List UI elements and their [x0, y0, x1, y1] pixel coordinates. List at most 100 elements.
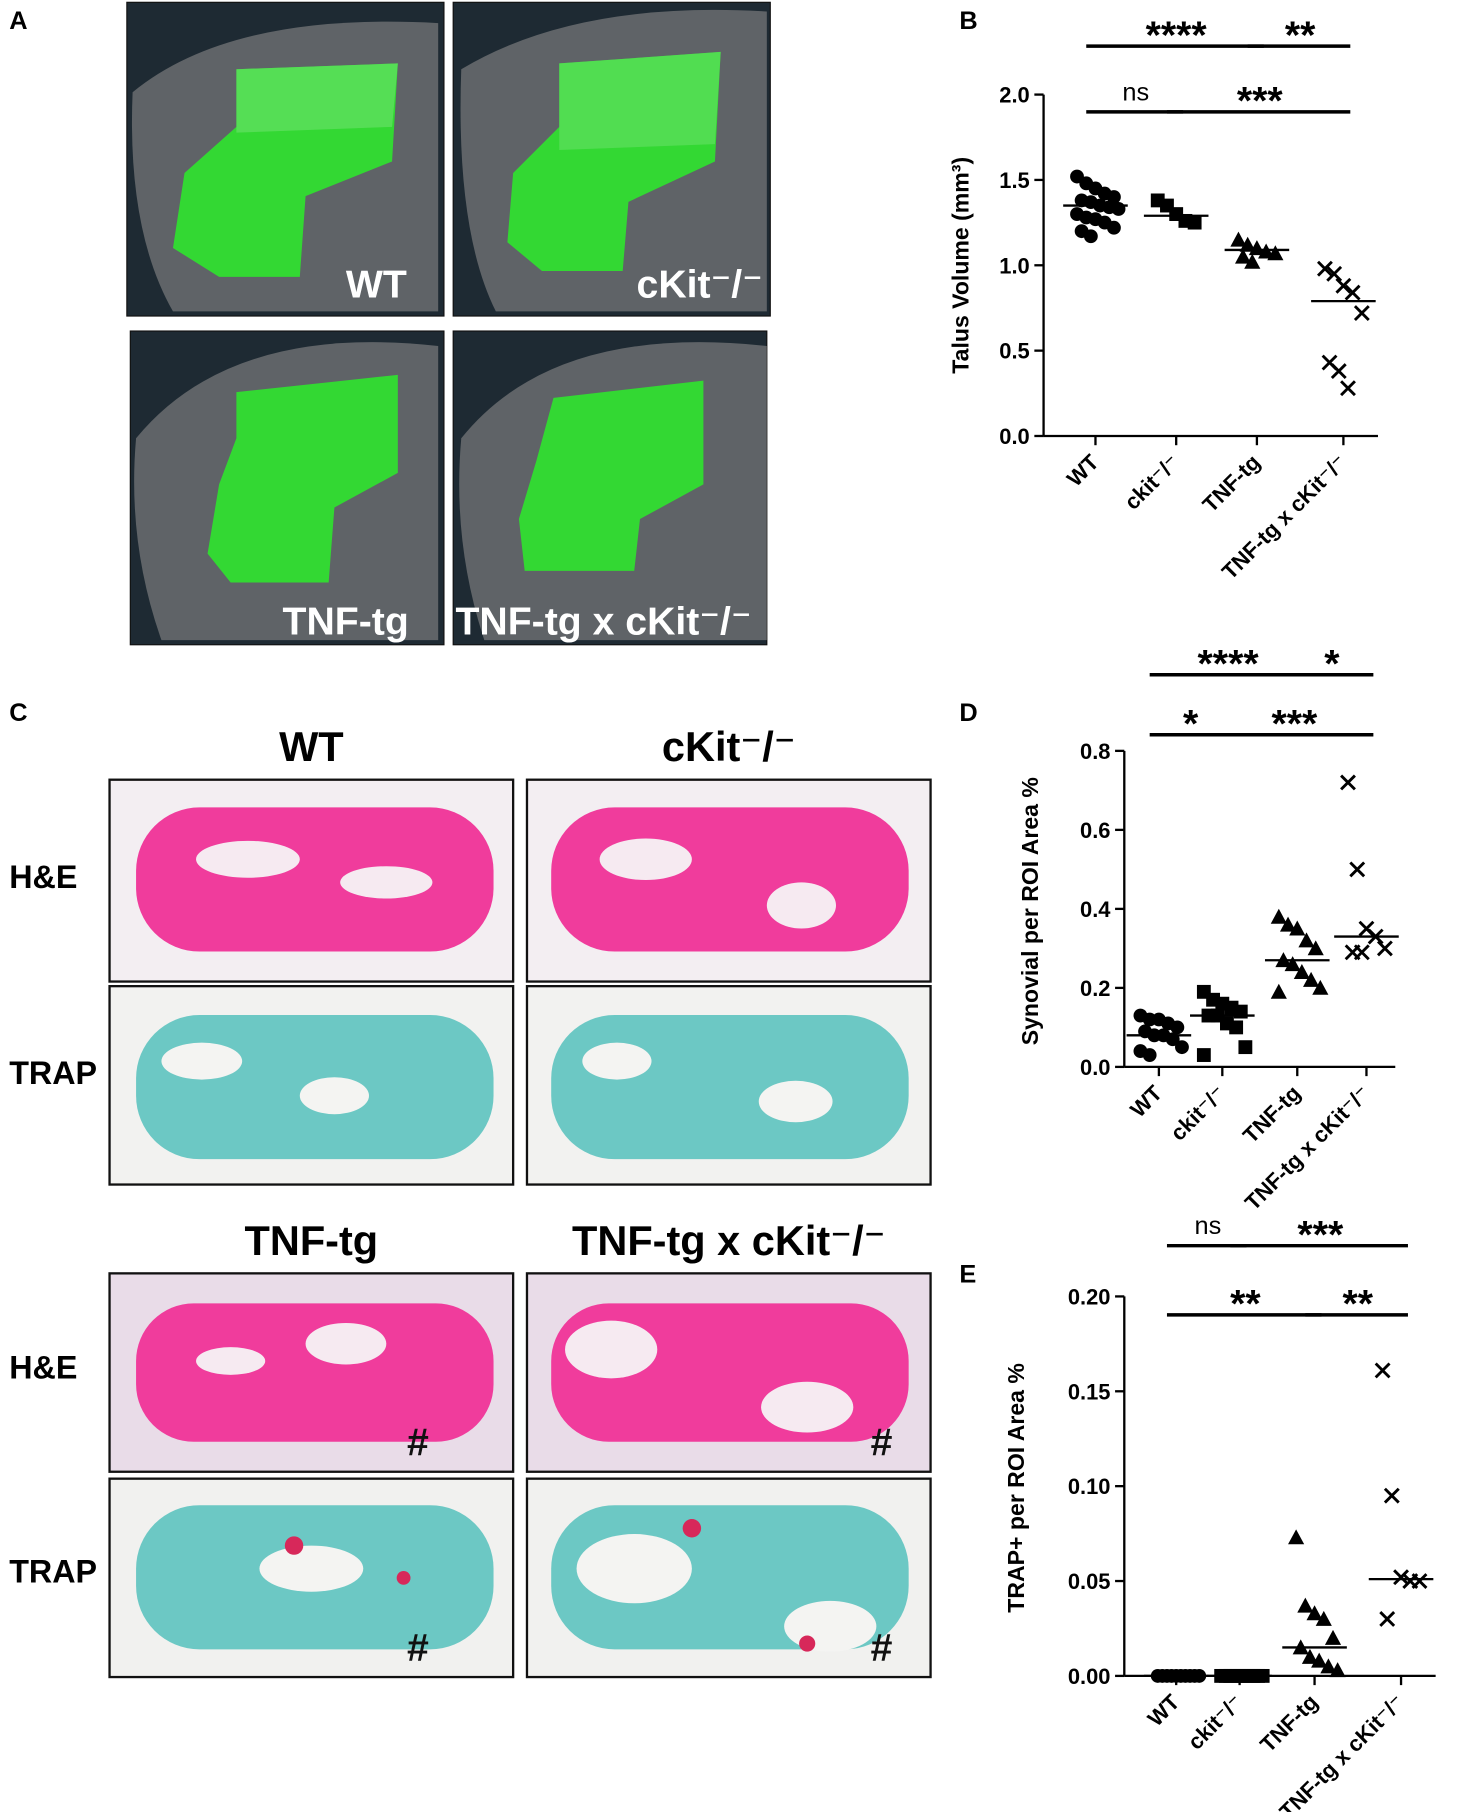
data-point: [1353, 305, 1370, 322]
y-tick-label: 0.5: [999, 339, 1029, 364]
data-point: [1170, 1020, 1185, 1035]
y-tick-label: 0.0: [999, 424, 1029, 449]
significance-label: **: [1343, 1283, 1374, 1326]
y-tick-label: 0.6: [1080, 818, 1110, 843]
y-tick-label: 0.0: [1080, 1055, 1110, 1080]
data-point: [1142, 1048, 1157, 1062]
data-point: [1353, 944, 1370, 961]
data-point: [1239, 236, 1256, 252]
annotation-mark: #: [407, 1627, 429, 1670]
data-point: [1238, 1040, 1253, 1055]
data-point: [1329, 1662, 1346, 1678]
data-point: [1187, 215, 1202, 230]
significance-label: ****: [1198, 643, 1260, 686]
y-tick-label: 0.10: [1068, 1474, 1111, 1499]
data-point: [1107, 220, 1121, 235]
x-tick-label: WT: [1125, 1080, 1167, 1122]
x-tick-label: TNF-tg: [1255, 1689, 1323, 1757]
column-header: cKit⁻/⁻: [662, 723, 796, 770]
data-point: [1248, 240, 1265, 256]
image-label: TNF-tg x cKit⁻/⁻: [455, 600, 751, 643]
data-point: [1111, 202, 1126, 216]
annotation-mark: #: [871, 1422, 893, 1465]
y-axis-label: Talus Volume (mm³): [948, 157, 974, 374]
significance-label: *: [1324, 643, 1340, 686]
histology-image: #: [108, 1272, 515, 1473]
significance-label: ***: [1297, 1214, 1344, 1257]
histology-image: #: [525, 1272, 932, 1473]
x-tick-label: ckit⁻/⁻: [1183, 1689, 1248, 1754]
y-tick-label: 0.20: [1068, 1284, 1111, 1309]
histology-image: #: [108, 1477, 515, 1679]
x-tick-label: WT: [1143, 1689, 1185, 1731]
histology-image: [108, 778, 515, 983]
y-tick-label: 0.05: [1068, 1569, 1111, 1594]
data-point: [1267, 245, 1284, 261]
y-tick-label: 1.5: [999, 168, 1029, 193]
x-tick-label: TNF-tg: [1238, 1080, 1306, 1148]
significance-label: **: [1285, 14, 1316, 57]
data-point: [1374, 1362, 1391, 1379]
data-point: [1230, 231, 1247, 247]
data-point: [1289, 920, 1306, 936]
render-image: TNF-tg: [129, 330, 445, 646]
data-point: [1175, 1040, 1189, 1055]
data-point: [1306, 1605, 1323, 1621]
panel-label: C: [9, 699, 27, 727]
row-label: H&E: [9, 859, 77, 895]
significance-label: ns: [1122, 78, 1149, 106]
data-point: [1298, 932, 1315, 948]
render-image: TNF-tg x cKit⁻/⁻: [452, 330, 768, 646]
data-point: [1244, 253, 1261, 269]
data-point: [1335, 277, 1352, 294]
significance-label: *: [1183, 703, 1199, 746]
row-label: H&E: [9, 1349, 77, 1385]
y-axis-label: Synovial per ROI Area %: [1017, 777, 1043, 1045]
data-point: [1234, 248, 1252, 264]
column-header: TNF-tg x cKit⁻/⁻: [572, 1217, 886, 1264]
data-point: [1383, 1487, 1400, 1504]
data-point: [1326, 265, 1343, 282]
panel-label: E: [959, 1261, 976, 1289]
significance-label: ****: [1146, 14, 1208, 57]
data-point: [1311, 1652, 1328, 1668]
render-image: cKit⁻/⁻: [452, 1, 771, 317]
render-image: WT: [126, 1, 445, 317]
y-tick-label: 0.4: [1080, 897, 1111, 922]
y-tick-label: 2.0: [999, 83, 1029, 108]
data-point: [1279, 916, 1297, 932]
data-point: [1196, 1048, 1211, 1062]
y-tick-label: 0.00: [1068, 1664, 1111, 1689]
data-point: [1270, 908, 1287, 924]
data-point: [1324, 1629, 1342, 1645]
data-point: [1307, 940, 1324, 956]
data-point: [1229, 1020, 1244, 1035]
data-point: [1293, 964, 1310, 980]
data-point: [1411, 1573, 1428, 1589]
significance-label: ns: [1195, 1212, 1222, 1240]
image-label: cKit⁻/⁻: [637, 264, 763, 307]
row-label: TRAP: [9, 1055, 97, 1091]
significance-label: ***: [1237, 80, 1284, 123]
data-point: [1288, 1529, 1305, 1545]
x-tick-label: ckit⁻/⁻: [1119, 450, 1184, 515]
data-point: [1303, 971, 1320, 987]
y-tick-label: 0.15: [1068, 1379, 1111, 1404]
y-tick-label: 1.0: [999, 253, 1029, 278]
column-header: WT: [279, 723, 344, 770]
histology-image: [525, 985, 932, 1186]
data-point: [1376, 940, 1393, 957]
data-point: [1317, 260, 1333, 277]
image-label: TNF-tg: [283, 600, 409, 643]
data-point: [1083, 229, 1098, 244]
column-header: TNF-tg: [245, 1217, 379, 1264]
data-point: [1301, 1648, 1319, 1664]
annotation-mark: #: [871, 1627, 893, 1670]
significance-label: ***: [1271, 703, 1318, 746]
y-axis-label: TRAP+ per ROI Area %: [1003, 1363, 1029, 1613]
image-label: WT: [346, 264, 407, 307]
data-point: [1330, 363, 1347, 380]
data-point: [1393, 1569, 1409, 1586]
y-tick-label: 0.8: [1080, 739, 1110, 764]
